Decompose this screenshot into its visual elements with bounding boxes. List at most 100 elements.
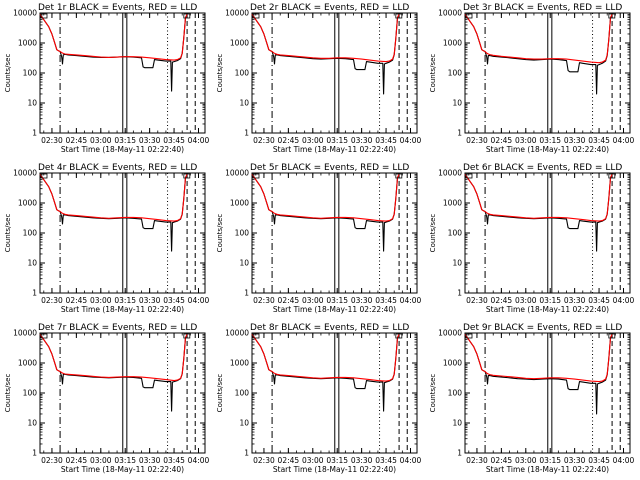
corner-box xyxy=(40,173,48,179)
y-tick-label: 100 xyxy=(448,69,463,78)
y-tick-label: 10 xyxy=(239,419,249,428)
panel-title: Det 2r BLACK = Events, RED = LLD xyxy=(250,3,409,13)
corner-box xyxy=(252,13,260,19)
x-tick-label: 03:15 xyxy=(539,456,561,465)
x-tick-label: 04:00 xyxy=(188,456,210,465)
corner-box xyxy=(183,173,191,179)
x-tick-label: 02:45 xyxy=(491,296,513,305)
y-tick-label: 1 xyxy=(244,129,249,138)
x-tick-label: 02:45 xyxy=(66,136,88,145)
x-axis-label: Start Time (18-May-11 02:22:40) xyxy=(273,305,396,314)
y-tick-label: 1000 xyxy=(443,199,462,208)
x-tick-label: 03:30 xyxy=(351,296,373,305)
y-tick-label: 10000 xyxy=(13,9,37,18)
x-tick-label: 02:45 xyxy=(278,456,300,465)
x-axis-label: Start Time (18-May-11 02:22:40) xyxy=(273,465,396,474)
y-tick-label: 1 xyxy=(32,289,37,298)
x-axis-label: Start Time (18-May-11 02:22:40) xyxy=(61,145,184,154)
y-tick-label: 1000 xyxy=(18,39,37,48)
y-tick-label: 10000 xyxy=(438,169,462,178)
x-axis-label: Start Time (18-May-11 02:22:40) xyxy=(486,465,609,474)
y-tick-label: 10 xyxy=(452,259,462,268)
y-tick-label: 10000 xyxy=(13,329,37,338)
x-axis-label: Start Time (18-May-11 02:22:40) xyxy=(61,305,184,314)
y-tick-label: 10000 xyxy=(438,9,462,18)
y-tick-label: 10 xyxy=(452,419,462,428)
x-tick-label: 02:30 xyxy=(253,296,275,305)
x-tick-label: 02:45 xyxy=(278,136,300,145)
detector-panel-2: Det 2r BLACK = Events, RED = LLD 1 10 100 10… xyxy=(216,3,422,154)
x-tick-label: 02:45 xyxy=(66,296,88,305)
x-tick-label: 03:45 xyxy=(163,456,185,465)
x-tick-label: 03:15 xyxy=(326,136,348,145)
x-tick-label: 03:15 xyxy=(539,136,561,145)
x-tick-label: 04:00 xyxy=(613,456,635,465)
x-axis-label: Start Time (18-May-11 02:22:40) xyxy=(486,305,609,314)
corner-box xyxy=(40,13,48,19)
corner-box xyxy=(183,13,191,19)
x-axis-label: Start Time (18-May-11 02:22:40) xyxy=(61,465,184,474)
y-axis-label: Counts/sec xyxy=(216,374,224,413)
series-lld xyxy=(464,14,613,64)
x-tick-label: 03:30 xyxy=(351,456,373,465)
y-tick-label: 1 xyxy=(457,129,462,138)
x-tick-label: 02:30 xyxy=(41,456,63,465)
y-tick-label: 1 xyxy=(244,449,249,458)
y-tick-label: 1 xyxy=(32,129,37,138)
y-tick-label: 10 xyxy=(27,99,37,108)
x-tick-label: 03:00 xyxy=(515,136,537,145)
x-tick-label: 03:00 xyxy=(302,296,324,305)
x-tick-label: 03:45 xyxy=(588,136,610,145)
x-tick-label: 02:45 xyxy=(278,296,300,305)
y-tick-label: 10000 xyxy=(225,9,249,18)
y-tick-label: 10000 xyxy=(225,329,249,338)
x-tick-label: 02:30 xyxy=(466,296,488,305)
x-tick-label: 03:15 xyxy=(114,296,136,305)
y-tick-label: 1000 xyxy=(230,199,249,208)
detector-panel-3: Det 3r BLACK = Events, RED = LLD 1 10 100 10… xyxy=(429,3,635,154)
x-tick-label: 03:45 xyxy=(588,296,610,305)
y-axis-label: Counts/sec xyxy=(429,374,437,413)
detector-panel-4: Det 4r BLACK = Events, RED = LLD 1 10 100 10… xyxy=(4,163,210,314)
x-tick-label: 03:30 xyxy=(564,296,586,305)
x-tick-label: 03:45 xyxy=(375,136,397,145)
panel-title: Det 3r BLACK = Events, RED = LLD xyxy=(463,3,622,13)
detector-panel-8: Det 8r BLACK = Events, RED = LLD 1 10 100 10… xyxy=(216,323,422,474)
x-tick-label: 03:00 xyxy=(90,456,112,465)
detector-panel-6: Det 6r BLACK = Events, RED = LLD 1 10 100 10… xyxy=(429,163,635,314)
y-axis-label: Counts/sec xyxy=(4,54,12,93)
x-tick-label: 03:30 xyxy=(564,136,586,145)
y-axis-label: Counts/sec xyxy=(429,214,437,253)
y-tick-label: 1 xyxy=(457,449,462,458)
x-tick-label: 03:15 xyxy=(326,296,348,305)
panel-title: Det 5r BLACK = Events, RED = LLD xyxy=(250,163,409,173)
x-tick-label: 03:45 xyxy=(163,296,185,305)
y-tick-label: 1000 xyxy=(18,359,37,368)
x-tick-label: 04:00 xyxy=(188,296,210,305)
y-tick-label: 10 xyxy=(452,99,462,108)
x-tick-label: 02:30 xyxy=(466,456,488,465)
y-tick-label: 10 xyxy=(27,419,37,428)
x-tick-label: 03:00 xyxy=(302,456,324,465)
y-tick-label: 1000 xyxy=(443,39,462,48)
series-events xyxy=(464,334,613,415)
y-tick-label: 1 xyxy=(457,289,462,298)
y-tick-label: 1000 xyxy=(18,199,37,208)
x-axis-label: Start Time (18-May-11 02:22:40) xyxy=(273,145,396,154)
x-tick-label: 03:30 xyxy=(139,456,161,465)
corner-box xyxy=(465,333,473,339)
corner-box xyxy=(608,333,616,339)
panel-title: Det 9r BLACK = Events, RED = LLD xyxy=(463,323,622,333)
x-tick-label: 04:00 xyxy=(400,136,422,145)
y-tick-label: 1000 xyxy=(443,359,462,368)
x-tick-label: 03:30 xyxy=(139,296,161,305)
x-tick-label: 02:30 xyxy=(41,296,63,305)
y-tick-label: 1000 xyxy=(230,359,249,368)
x-tick-label: 03:45 xyxy=(163,136,185,145)
x-tick-label: 03:00 xyxy=(90,296,112,305)
y-tick-label: 100 xyxy=(235,69,250,78)
series-lld xyxy=(251,14,400,63)
corner-box xyxy=(465,13,473,19)
y-axis-label: Counts/sec xyxy=(216,54,224,93)
